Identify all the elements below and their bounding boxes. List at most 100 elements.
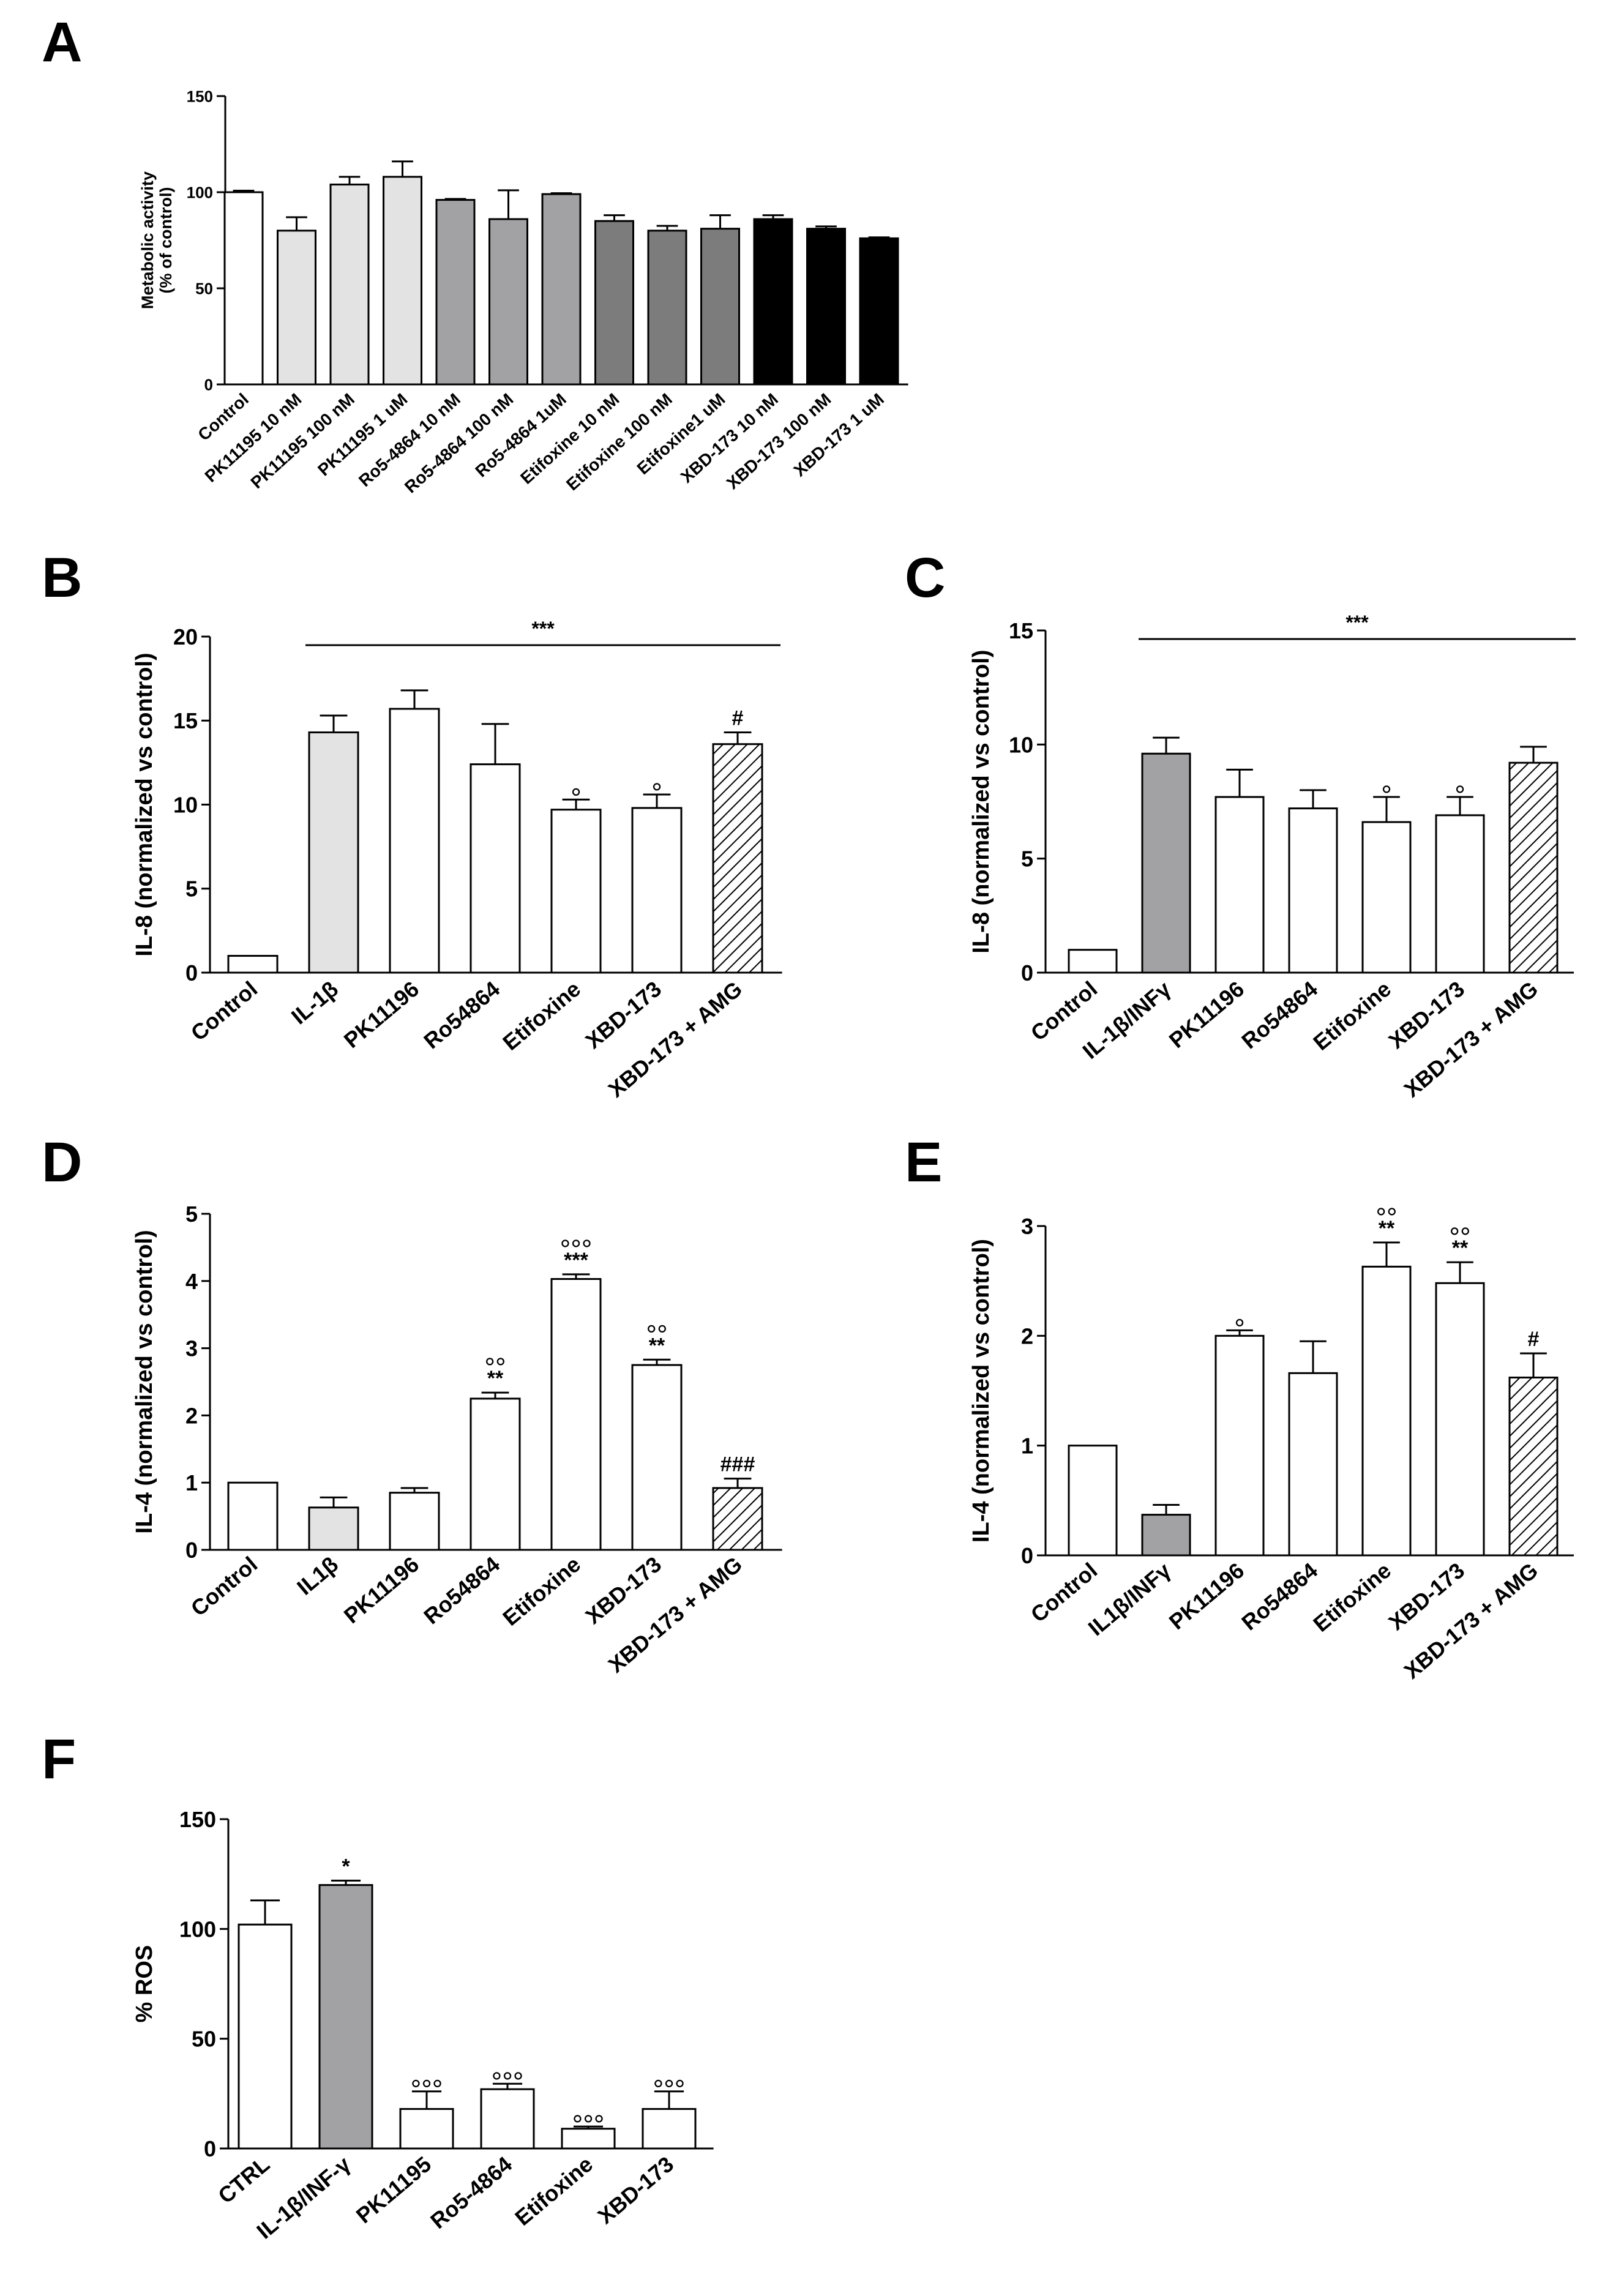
bar-f-6: [642, 2107, 697, 2150]
significance-mark-c: °: [1381, 780, 1392, 810]
y-tick-label-d: 3: [185, 1336, 198, 1361]
bar-a-11: [753, 218, 793, 386]
significance-mark-e: °°: [1375, 1203, 1397, 1233]
bar-c-5: [1361, 821, 1412, 974]
category-label-a: PK11195 1 uM: [314, 389, 411, 479]
bar-f-4: [480, 2088, 535, 2150]
significance-line-label-c: ***: [1345, 611, 1369, 634]
y-tick-label-e: 0: [1021, 1543, 1033, 1568]
y-tick-label-b: 15: [173, 708, 198, 733]
bar-a-5: [435, 199, 476, 386]
y-tick-label-b: 10: [173, 792, 198, 817]
category-label-d: PK11196: [339, 1552, 424, 1628]
significance-mark-b: °: [571, 783, 582, 813]
category-label-f: XBD-173: [593, 2152, 678, 2229]
bar-a-8: [594, 220, 634, 386]
bar-a-7: [541, 193, 582, 386]
panel-label-d: D: [42, 1131, 82, 1194]
y-tick-label-b: 0: [185, 960, 198, 985]
bar-e-7: [1508, 1376, 1559, 1557]
y-tick-label-f: 0: [204, 2136, 216, 2161]
category-label-d: XBD-173 + AMG: [604, 1552, 747, 1678]
panel-b: B 0 5 10 15 20 IL-8 (normalized vs control) Con…: [42, 547, 782, 1102]
bar-e-6: [1435, 1282, 1485, 1557]
bar-b-1: [227, 955, 279, 974]
bar-d-3: [389, 1492, 440, 1551]
y-axis-label-e: IL-4 (normalized vs control): [968, 1239, 994, 1543]
bar-f-3: [399, 2107, 454, 2150]
y-axis-label-c: IL-8 (normalized vs control): [968, 649, 994, 953]
bar-c-4: [1288, 807, 1338, 974]
bar-d-4: [470, 1397, 521, 1551]
category-label-e: IL1β/INFγ: [1083, 1558, 1175, 1641]
y-axis-label-a: (% of control): [157, 187, 175, 294]
y-tick-label-d: 0: [185, 1538, 198, 1563]
significance-mark-d: ***: [564, 1249, 588, 1272]
significance-mark-f: °°°: [653, 2075, 686, 2105]
category-label-d: IL1β: [292, 1552, 343, 1600]
y-tick-label-b: 20: [173, 624, 198, 649]
significance-mark-e: #: [1528, 1328, 1540, 1351]
category-label-b: PK11196: [339, 976, 424, 1053]
y-tick-label-f: 50: [192, 2027, 216, 2052]
bar-a-13: [859, 237, 899, 386]
bar-a-10: [700, 228, 740, 386]
y-tick-label-d: 2: [185, 1403, 198, 1428]
category-label-a: XBD-173 10 nM: [677, 389, 782, 486]
y-tick-label-e: 1: [1021, 1434, 1033, 1459]
bar-c-7: [1508, 761, 1559, 974]
y-tick-label-c: 10: [1009, 732, 1033, 757]
category-label-f: Ro5-4864: [425, 2152, 517, 2234]
category-label-f: PK11195: [351, 2152, 436, 2228]
bar-a-9: [647, 230, 687, 386]
bar-a-1: [223, 191, 264, 386]
bar-f-2: [318, 1884, 373, 2150]
bar-f-1: [238, 1923, 293, 2150]
category-label-b: IL-1β: [286, 976, 343, 1030]
category-label-a: Ro5-4864 1uM: [471, 389, 570, 481]
bar-b-5: [550, 809, 602, 974]
y-tick-label-d: 1: [185, 1470, 198, 1495]
category-label-d: Etifoxine: [498, 1552, 585, 1631]
significance-mark-f: °°°: [492, 2067, 524, 2097]
category-label-c: PK11196: [1164, 976, 1249, 1053]
bar-b-2: [308, 731, 359, 974]
y-tick-label-a: 50: [195, 279, 213, 297]
bar-b-7: [712, 743, 763, 974]
category-label-e: Etifoxine: [1308, 1558, 1396, 1637]
bar-a-3: [329, 183, 370, 386]
bar-e-3: [1214, 1334, 1265, 1557]
y-tick-label-c: 5: [1021, 847, 1033, 872]
significance-mark-e: °°: [1449, 1222, 1470, 1252]
y-tick-label-a: 150: [187, 87, 213, 105]
y-axis-label-b: IL-8 (normalized vs control): [132, 653, 157, 956]
significance-mark-d: **: [649, 1334, 665, 1357]
category-label-a: PK11195 10 nM: [201, 389, 305, 485]
bar-f-5: [561, 2128, 616, 2150]
category-label-b: Control: [186, 976, 262, 1046]
significance-mark-f: °°°: [572, 2110, 605, 2140]
category-label-e: XBD-173 + AMG: [1399, 1558, 1543, 1684]
panel-label-a: A: [42, 11, 82, 73]
y-axis-label-d: IL-4 (normalized vs control): [132, 1230, 157, 1533]
category-label-e: Ro54864: [1237, 1558, 1322, 1636]
y-tick-label-d: 4: [185, 1269, 198, 1294]
significance-mark-e: **: [1452, 1236, 1469, 1260]
y-axis-label-a: Metabolic activity: [138, 171, 157, 309]
y-axis-label-f: % ROS: [132, 1945, 157, 2023]
category-label-b: Ro54864: [419, 976, 504, 1054]
bar-d-1: [227, 1481, 279, 1551]
y-tick-label-e: 3: [1021, 1214, 1033, 1239]
panel-label-b: B: [42, 547, 82, 609]
bar-b-6: [631, 807, 683, 974]
bar-d-2: [308, 1506, 359, 1551]
y-tick-label-a: 100: [187, 183, 213, 201]
bar-e-1: [1068, 1445, 1118, 1557]
category-label-b: Etifoxine: [498, 976, 585, 1055]
panel-label-e: E: [905, 1131, 942, 1194]
category-label-f: Etifoxine: [510, 2152, 597, 2231]
